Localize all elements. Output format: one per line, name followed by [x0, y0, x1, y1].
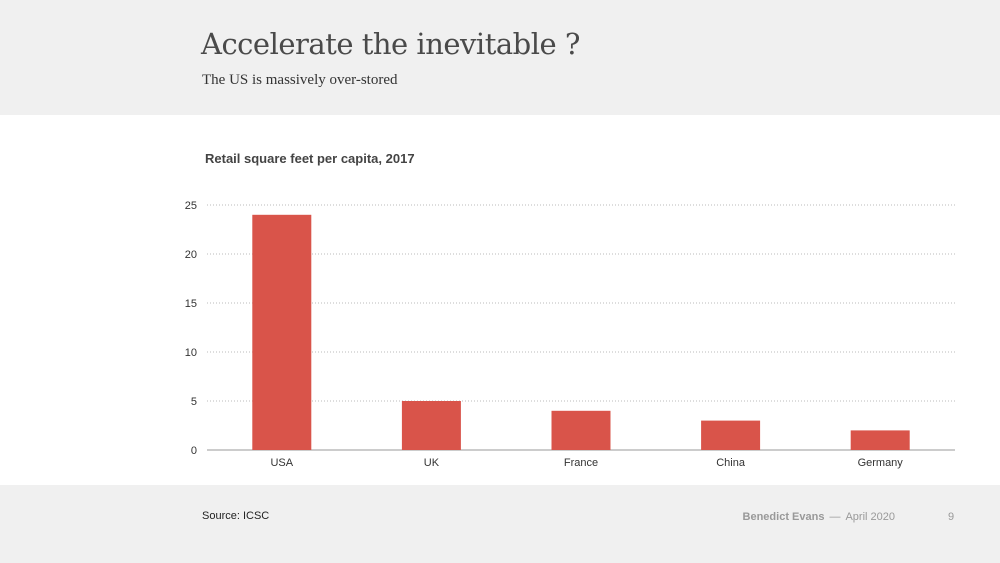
slide-title: Accelerate the inevitable ?: [201, 27, 580, 61]
bar-china: [701, 420, 761, 450]
bar-france: [551, 410, 611, 450]
y-tick-label: 20: [185, 249, 197, 261]
x-tick-label: USA: [270, 457, 293, 469]
x-tick-label: Germany: [858, 457, 904, 469]
chart-title: Retail square feet per capita, 2017: [205, 151, 415, 166]
x-axis-ticks: USA UK France China Germany: [270, 457, 903, 469]
bar-usa: [252, 214, 312, 450]
y-tick-label: 15: [185, 298, 197, 310]
bar-uk: [401, 401, 461, 450]
credit-separator: —: [829, 511, 841, 523]
bars: [252, 214, 910, 450]
x-tick-label: UK: [424, 457, 440, 469]
credit: Benedict Evans — April 2020: [743, 511, 895, 523]
bar-germany: [850, 430, 910, 450]
credit-date: April 2020: [845, 511, 895, 523]
author-name: Benedict Evans: [742, 511, 825, 523]
slide-subtitle: The US is massively over-stored: [202, 72, 398, 88]
y-tick-label: 5: [191, 396, 197, 408]
x-tick-label: France: [564, 457, 598, 469]
y-tick-label: 25: [185, 200, 197, 212]
slide-footer: [0, 485, 1000, 563]
x-tick-label: China: [716, 457, 746, 469]
page-number: 9: [948, 511, 955, 523]
y-axis-ticks: 0 5 10 15 20 25: [185, 200, 197, 457]
y-tick-label: 0: [191, 445, 197, 457]
y-tick-label: 10: [185, 347, 197, 359]
source-note: Source: ICSC: [202, 510, 270, 522]
slide-header: Accelerate the inevitable ? The US is ma…: [0, 0, 1000, 115]
chart-panel: [0, 115, 1000, 485]
